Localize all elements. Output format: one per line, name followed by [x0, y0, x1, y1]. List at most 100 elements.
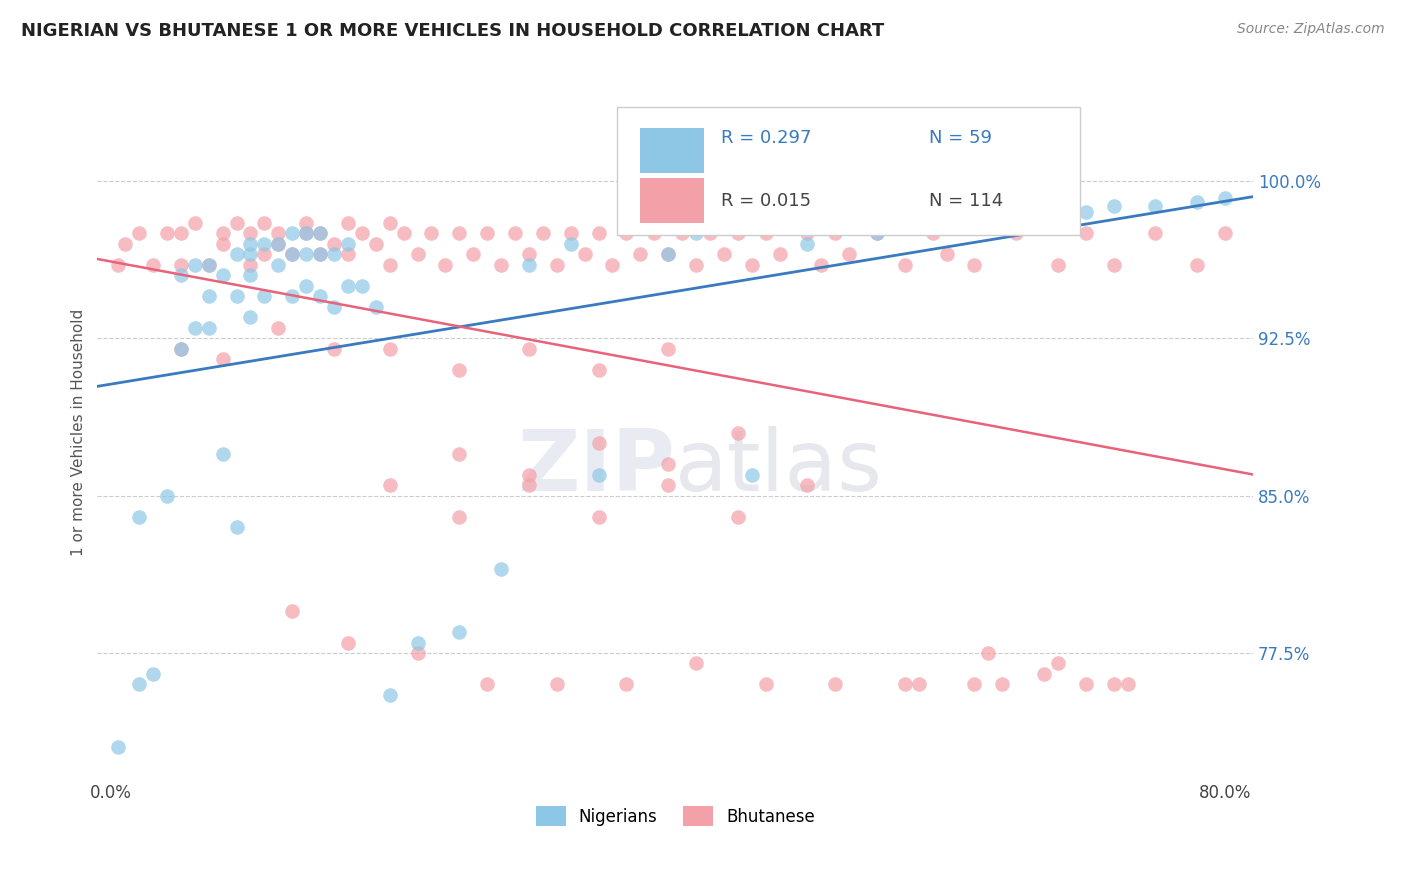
Point	[239, 227, 262, 241]
Point	[489, 258, 512, 272]
Point	[107, 258, 129, 272]
Point	[225, 247, 247, 261]
Point	[796, 236, 818, 251]
Point	[253, 236, 276, 251]
Point	[727, 509, 749, 524]
Point	[281, 227, 304, 241]
Point	[475, 227, 498, 241]
Text: NIGERIAN VS BHUTANESE 1 OR MORE VEHICLES IN HOUSEHOLD CORRELATION CHART: NIGERIAN VS BHUTANESE 1 OR MORE VEHICLES…	[21, 22, 884, 40]
Point	[449, 625, 471, 640]
Point	[1102, 258, 1125, 272]
Point	[170, 342, 193, 356]
Point	[295, 227, 318, 241]
Point	[1074, 227, 1097, 241]
Y-axis label: 1 or more Vehicles in Household: 1 or more Vehicles in Household	[72, 309, 86, 557]
Point	[170, 258, 193, 272]
Point	[253, 216, 276, 230]
Point	[963, 258, 986, 272]
Point	[963, 677, 986, 691]
Point	[560, 227, 582, 241]
Point	[449, 447, 471, 461]
Point	[1005, 205, 1028, 219]
Point	[295, 278, 318, 293]
Point	[614, 677, 637, 691]
Point	[741, 258, 763, 272]
Point	[531, 227, 554, 241]
FancyBboxPatch shape	[617, 107, 1080, 235]
Point	[991, 677, 1014, 691]
Point	[475, 677, 498, 691]
Point	[239, 258, 262, 272]
Point	[239, 247, 262, 261]
Point	[768, 247, 790, 261]
Point	[1005, 227, 1028, 241]
Point	[685, 258, 707, 272]
Point	[281, 289, 304, 303]
Point	[281, 604, 304, 618]
Point	[378, 258, 401, 272]
Point	[977, 646, 1000, 660]
Point	[253, 289, 276, 303]
Point	[1046, 258, 1069, 272]
Point	[225, 216, 247, 230]
Point	[921, 227, 943, 241]
Point	[211, 236, 233, 251]
Point	[796, 227, 818, 241]
Point	[142, 667, 165, 681]
Point	[323, 342, 346, 356]
Point	[184, 258, 207, 272]
Point	[588, 362, 610, 376]
Point	[824, 677, 846, 691]
Point	[267, 236, 290, 251]
Point	[810, 258, 832, 272]
Point	[184, 320, 207, 334]
Point	[894, 677, 917, 691]
Point	[517, 478, 540, 492]
Point	[170, 268, 193, 283]
Text: R = 0.297: R = 0.297	[721, 129, 811, 147]
Point	[336, 247, 359, 261]
Point	[378, 216, 401, 230]
Point	[1144, 227, 1167, 241]
Point	[309, 227, 332, 241]
Point	[142, 258, 165, 272]
Point	[463, 247, 485, 261]
Point	[309, 247, 332, 261]
Point	[755, 677, 778, 691]
Point	[1116, 677, 1139, 691]
Point	[838, 247, 860, 261]
Point	[211, 227, 233, 241]
Text: Source: ZipAtlas.com: Source: ZipAtlas.com	[1237, 22, 1385, 37]
Point	[211, 268, 233, 283]
Point	[267, 227, 290, 241]
Point	[309, 247, 332, 261]
Point	[336, 278, 359, 293]
Point	[406, 646, 429, 660]
Point	[1213, 191, 1236, 205]
Point	[323, 236, 346, 251]
Point	[796, 478, 818, 492]
Point	[935, 205, 957, 219]
Point	[309, 227, 332, 241]
Point	[211, 352, 233, 367]
Point	[364, 236, 387, 251]
Point	[935, 247, 957, 261]
Point	[824, 227, 846, 241]
Point	[741, 467, 763, 482]
Point	[866, 227, 889, 241]
Point	[1213, 227, 1236, 241]
Point	[1102, 677, 1125, 691]
Point	[239, 310, 262, 325]
Point	[267, 320, 290, 334]
Point	[546, 677, 568, 691]
Point	[503, 227, 526, 241]
Point	[517, 247, 540, 261]
Point	[336, 216, 359, 230]
Point	[295, 227, 318, 241]
Point	[560, 236, 582, 251]
Point	[546, 258, 568, 272]
Point	[588, 509, 610, 524]
Point	[685, 227, 707, 241]
Point	[156, 227, 179, 241]
Point	[309, 289, 332, 303]
